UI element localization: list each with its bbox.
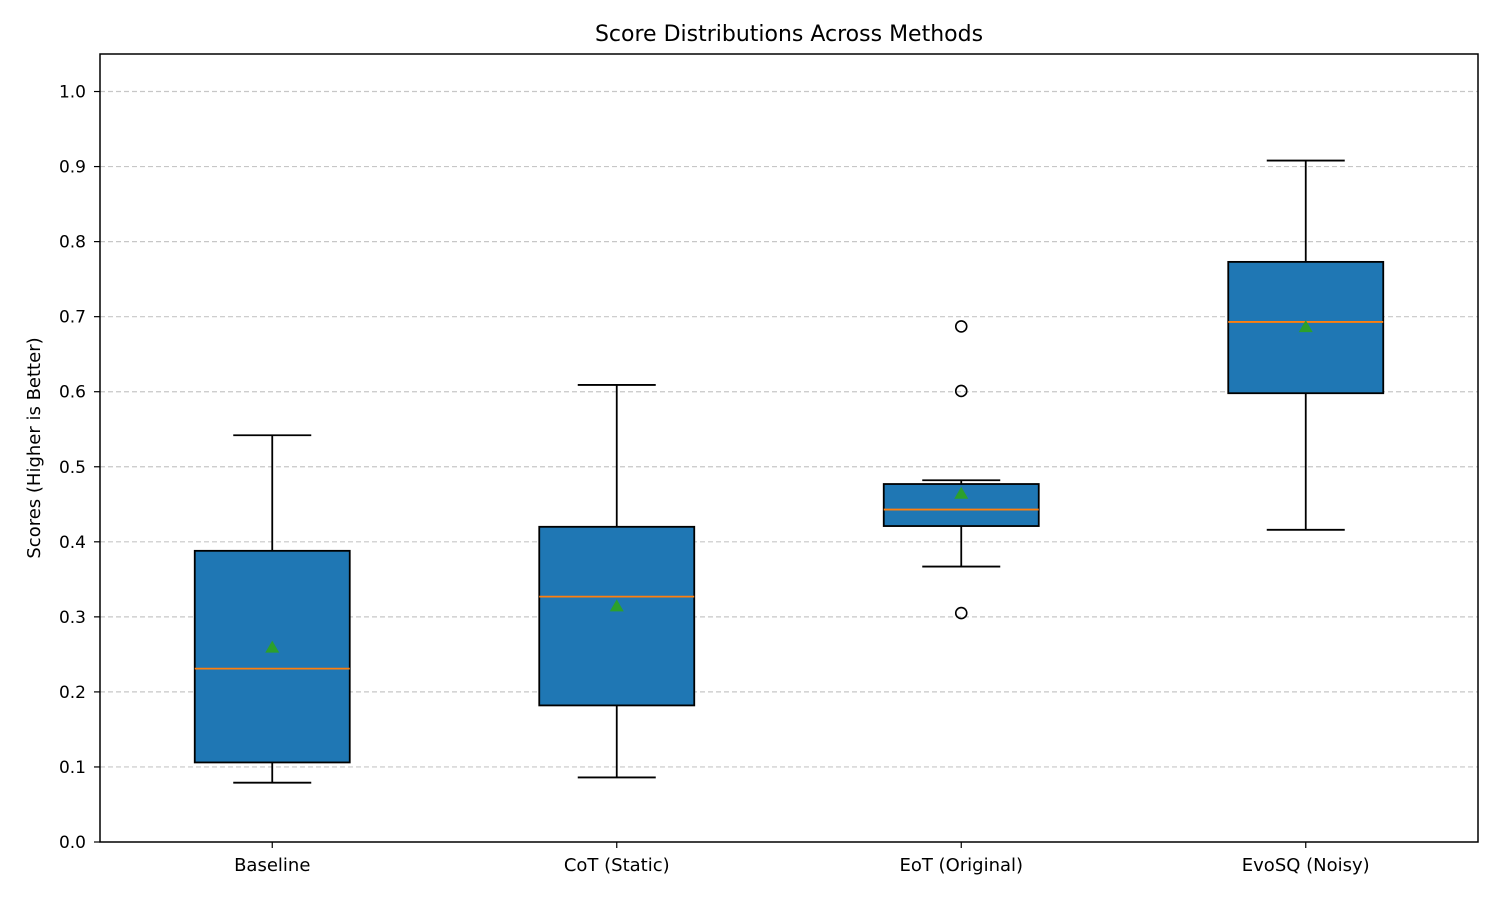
y-tick-label: 0.9	[59, 158, 86, 178]
plot-area	[193, 159, 1385, 784]
y-tick-label: 0.3	[59, 608, 86, 628]
x-tick-label: EvoSQ (Noisy)	[1242, 855, 1370, 876]
outlier-point	[954, 606, 968, 620]
x-tick-label: EoT (Original)	[899, 855, 1023, 876]
box-group-1	[193, 434, 351, 784]
box-group-3	[882, 320, 1040, 620]
y-tick-label: 0.1	[59, 758, 86, 778]
axes: 0.0 0.1 0.2 0.3 0.4 0.5 0.6 0.7 0.8 0.9 1.0 Baselin…	[59, 53, 1479, 876]
box-group-4	[1227, 159, 1385, 531]
mean-marker	[954, 486, 969, 499]
y-tick-label: 0.2	[59, 683, 86, 703]
plot-frame	[99, 53, 1479, 843]
y-tick-label: 0.8	[59, 233, 86, 253]
mean-marker	[265, 640, 280, 653]
box-iqr	[193, 549, 351, 764]
outlier-point	[954, 320, 968, 333]
chart-title: Score Distributions Across Methods	[595, 22, 983, 47]
y-tick-label: 0.4	[59, 533, 86, 553]
y-tick-label: 0.6	[59, 383, 86, 403]
x-tick-label: CoT (Static)	[564, 855, 670, 876]
y-tick-label: 0.7	[59, 308, 86, 328]
mean-marker	[609, 599, 624, 612]
y-tick-label: 0.0	[59, 833, 86, 853]
box-group-2	[538, 384, 696, 779]
mean-marker	[1298, 320, 1313, 333]
y-tick-label: 1.0	[59, 83, 86, 103]
x-tick-label: Baseline	[234, 855, 310, 876]
box-iqr	[538, 525, 696, 707]
y-tick-label: 0.5	[59, 458, 86, 478]
outlier-point	[954, 384, 968, 398]
y-axis-label: Scores (Higher is Better)	[24, 337, 45, 558]
